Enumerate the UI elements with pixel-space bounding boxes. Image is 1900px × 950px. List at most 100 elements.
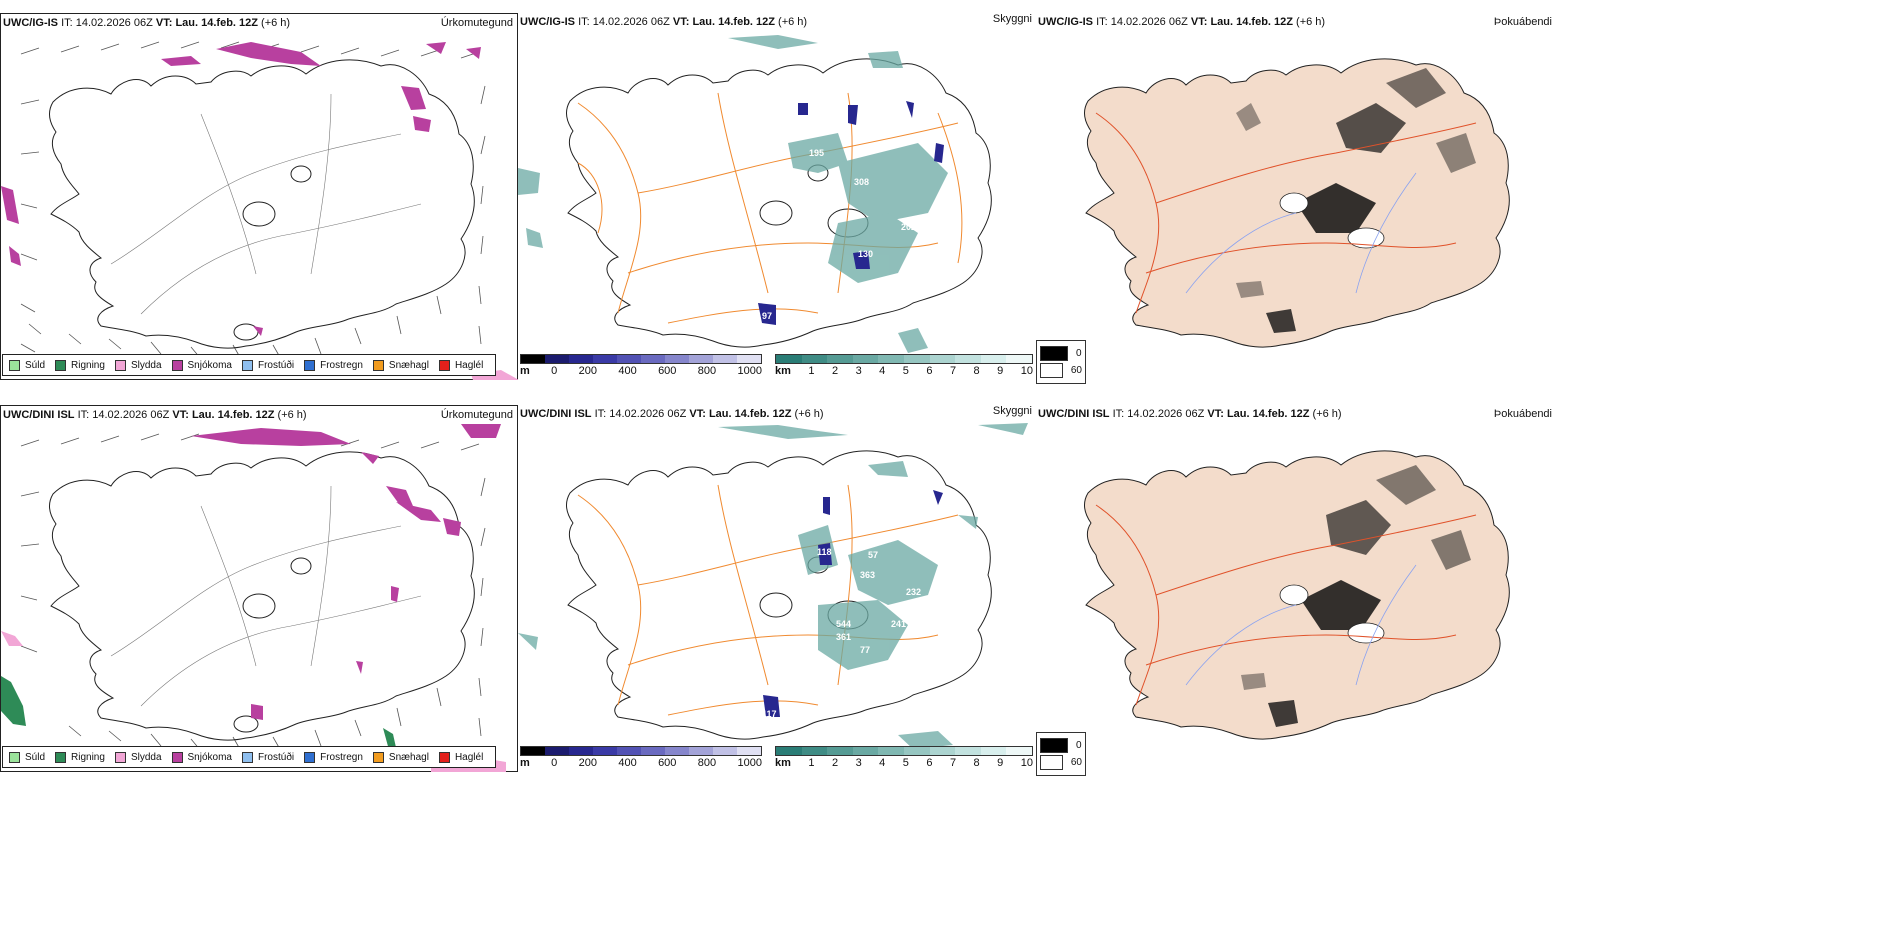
scale-tick-label: 400 (618, 757, 637, 769)
fog-legend-swatch (1040, 738, 1068, 753)
fog-legend-label: 60 (1070, 365, 1082, 376)
rain-areas (1, 676, 26, 726)
legend-label: Haglél (454, 751, 484, 763)
color-scale-segment (521, 747, 545, 755)
color-scale-bar (520, 746, 762, 756)
fog-legend-label: 0 (1076, 348, 1082, 359)
fog-index-map (1083, 58, 1510, 348)
color-scale-bar (775, 746, 1033, 756)
fog-shading (1241, 465, 1471, 727)
cloud-base-scale-row2: m 0 200 400 600 800 1000 (520, 746, 762, 769)
panel-title: Þokuábendi (1493, 16, 1552, 28)
precip-legend-item: Snæhagl (372, 359, 429, 371)
precip-type-panel-row1: UWC/IG-IS IT: 14.02.2026 06Z VT: Lau. 14… (0, 13, 519, 380)
scale-unit: m (520, 757, 530, 769)
scale-unit: km (775, 757, 791, 769)
fog-legend-swatch (1040, 346, 1068, 361)
panel-title: Skyggni (992, 405, 1032, 417)
precip-legend-item: Haglél (438, 359, 484, 371)
legend-label: Snæhagl (388, 751, 429, 763)
precip-legend-item: Rigning (55, 359, 105, 371)
scale-tick-label: 600 (658, 757, 677, 769)
rivers (1185, 172, 1417, 294)
scale-tick-label: 4 (879, 365, 886, 377)
legend-swatch (171, 751, 183, 763)
precip-type-panel-row2: UWC/DINI ISL IT: 14.02.2026 06Z VT: Lau.… (0, 405, 518, 772)
cloud-base-value-label: 432 (938, 190, 953, 200)
roads (1095, 112, 1477, 314)
cloud-base-value-label: 77 (860, 645, 870, 655)
scale-tick-label: 200 (578, 757, 597, 769)
scale-tick-label: 1 (808, 757, 815, 769)
legend-swatch (241, 359, 253, 371)
cloud-base-value-label: 361 (836, 632, 851, 642)
scale-tick-label: 2 (831, 365, 839, 377)
cloud-base-value-label: 222 (943, 212, 958, 222)
fog-legend-label: 0 (1076, 740, 1082, 751)
scale-tick-label: 5 (902, 365, 909, 377)
color-scale-segment (955, 747, 981, 755)
legend-swatch (304, 359, 316, 371)
visibility-panel-row2: 332 118 57 363 232 137 544 241 361 77 11… (518, 405, 1036, 772)
snowfall-areas (191, 424, 501, 720)
color-scale-segment (713, 355, 737, 363)
cloud-base-value-label: 57 (868, 550, 878, 560)
color-scale-segment (593, 355, 617, 363)
color-scale-segment (929, 355, 956, 363)
scale-tick-label: 8 (973, 365, 980, 377)
color-scale-segment (713, 747, 737, 755)
color-scale-segment (545, 355, 569, 363)
cloud-base-value-label: 118 (817, 547, 832, 557)
wind-barbs (20, 41, 486, 360)
run-header: UWC/IG-IS IT: 14.02.2026 06Z VT: Lau. 14… (3, 17, 291, 29)
visibility-scale-row2: km 1 2 3 4 5 6 7 8 9 10 (775, 746, 1033, 769)
legend-label: Rigning (71, 751, 105, 763)
scale-tick-label: 1000 (737, 365, 762, 377)
cloud-base-value-label: 117 (762, 709, 777, 719)
scale-ticks: m 0 200 400 600 800 1000 (520, 365, 762, 377)
legend-label: Snjókoma (187, 359, 232, 371)
legend-swatch (372, 359, 384, 371)
fog-index-map (1083, 450, 1510, 740)
precip-legend-item: Frostregn (304, 359, 363, 371)
color-scale-segment (878, 355, 904, 363)
visibility-scale-row1: km 1 2 3 4 5 6 7 8 9 10 (775, 354, 1033, 377)
fog-legend-item: 0 (1040, 738, 1082, 753)
color-scale-segment (827, 355, 853, 363)
cloud-base-values: 332 118 57 363 232 137 544 241 361 77 11… (762, 507, 949, 719)
wind-barbs (20, 433, 486, 752)
precip-legend-item: Súld (9, 751, 45, 763)
color-scale-bar (520, 354, 762, 364)
scale-tick-label: 2 (831, 757, 839, 769)
visibility-map: 195 308 432 222 202 130 97 (518, 35, 992, 353)
color-scale-segment (569, 747, 593, 755)
legend-swatch (55, 359, 67, 371)
cloud-base-value-label: 308 (854, 177, 869, 187)
legend-label: Haglél (454, 359, 484, 371)
color-scale-segment (1006, 747, 1032, 755)
legend-swatch (241, 751, 253, 763)
scale-tick-label: 600 (658, 365, 677, 377)
road-network (110, 485, 422, 707)
precip-type-map (1, 424, 506, 772)
legend-swatch (438, 359, 450, 371)
color-scale-segment (980, 747, 1007, 755)
scale-tick-label: 4 (879, 757, 886, 769)
scale-tick-label: 1000 (737, 757, 762, 769)
legend-label: Frostregn (320, 359, 363, 371)
panel-title: Úrkomutegund (440, 409, 513, 421)
scale-tick-label: 3 (855, 757, 862, 769)
color-scale-segment (689, 355, 713, 363)
legend-swatch (438, 751, 450, 763)
color-scale-segment (665, 747, 689, 755)
precip-type-legend-row2: Súld Rigning Slydda Snjókoma Frostúði Frostre… (2, 746, 497, 768)
snowfall-areas (1, 42, 481, 336)
visibility-map: 332 118 57 363 232 137 544 241 361 77 11… (518, 423, 1028, 749)
run-header: UWC/DINI ISL IT: 14.02.2026 06Z VT: Lau.… (1038, 408, 1342, 420)
precip-legend-item: Frostúði (241, 751, 294, 763)
color-scale-segment (521, 355, 545, 363)
run-header: UWC/IG-IS IT: 14.02.2026 06Z VT: Lau. 14… (520, 16, 808, 28)
precip-legend-item: Snæhagl (372, 751, 429, 763)
iceland-outline (48, 451, 475, 741)
color-scale-segment (617, 747, 641, 755)
